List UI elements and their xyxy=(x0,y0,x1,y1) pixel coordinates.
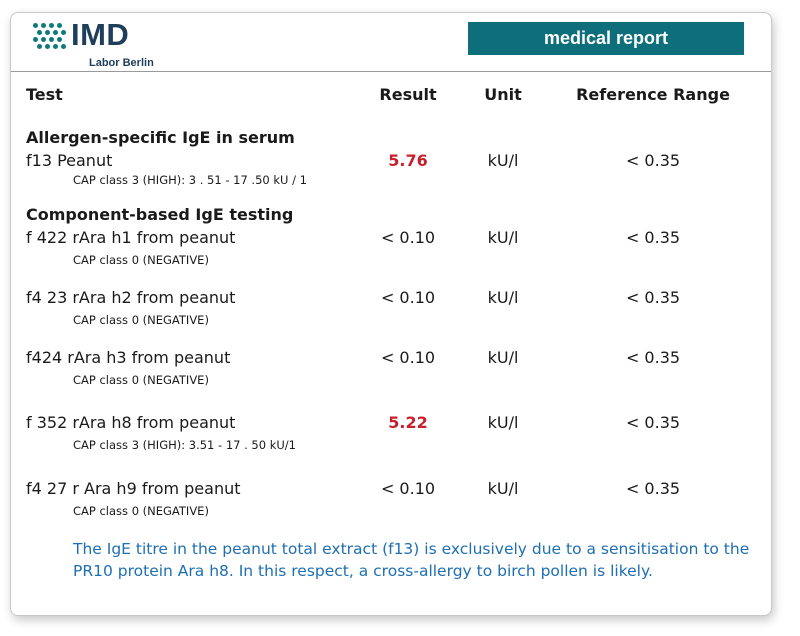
header-divider xyxy=(11,71,771,72)
result-value: < 0.10 xyxy=(380,348,436,367)
column-header-result: Result xyxy=(379,85,437,104)
reference-value: < 0.35 xyxy=(625,151,681,170)
test-name: f424 rAra h3 from peanut xyxy=(26,348,231,367)
report-card: IMD Labor Berlin medical report Test Res… xyxy=(10,12,772,616)
reference-value: < 0.35 xyxy=(625,348,681,367)
result-value: < 0.10 xyxy=(380,288,436,307)
reference-value: < 0.35 xyxy=(625,288,681,307)
logo-subtitle: Labor Berlin xyxy=(89,57,154,69)
section-title: Allergen-specific IgE in serum xyxy=(26,128,295,147)
unit-value: kU/l xyxy=(487,288,519,307)
interpretation-note: The IgE titre in the peanut total extrac… xyxy=(73,540,750,580)
result-value: < 0.10 xyxy=(380,479,436,498)
column-header-test: Test xyxy=(26,85,63,104)
test-name: f 422 rAra h1 from peanut xyxy=(26,228,236,247)
logo-dots-icon xyxy=(33,23,69,53)
cap-class: CAP class 0 (NEGATIVE) xyxy=(73,504,209,518)
result-value: 5.76 xyxy=(388,151,428,170)
test-name: f 352 rAra h8 from peanut xyxy=(26,413,236,432)
unit-value: kU/l xyxy=(487,348,519,367)
cap-class: CAP class 0 (NEGATIVE) xyxy=(73,373,209,387)
report-banner: medical report xyxy=(468,22,744,55)
unit-value: kU/l xyxy=(487,413,519,432)
column-header-unit: Unit xyxy=(484,85,522,104)
result-value: 5.22 xyxy=(388,413,428,432)
reference-value: < 0.35 xyxy=(625,479,681,498)
unit-value: kU/l xyxy=(487,151,519,170)
column-header-reference: Reference Range xyxy=(576,85,730,104)
cap-class: CAP class 3 (HIGH): 3.51 - 17 . 50 kU/1 xyxy=(73,438,296,452)
reference-value: < 0.35 xyxy=(625,413,681,432)
unit-value: kU/l xyxy=(487,479,519,498)
cap-class: CAP class 0 (NEGATIVE) xyxy=(73,253,209,267)
test-name: f4 23 rAra h2 from peanut xyxy=(26,288,236,307)
test-name: f4 27 r Ara h9 from peanut xyxy=(26,479,241,498)
cap-class: CAP class 0 (NEGATIVE) xyxy=(73,313,209,327)
unit-value: kU/l xyxy=(487,228,519,247)
test-name: f13 Peanut xyxy=(26,151,113,170)
reference-value: < 0.35 xyxy=(625,228,681,247)
result-value: < 0.10 xyxy=(380,228,436,247)
logo-text: IMD xyxy=(71,17,130,52)
section-title: Component-based IgE testing xyxy=(26,205,294,224)
cap-class: CAP class 3 (HIGH): 3 . 51 - 17 .50 kU /… xyxy=(73,173,307,187)
